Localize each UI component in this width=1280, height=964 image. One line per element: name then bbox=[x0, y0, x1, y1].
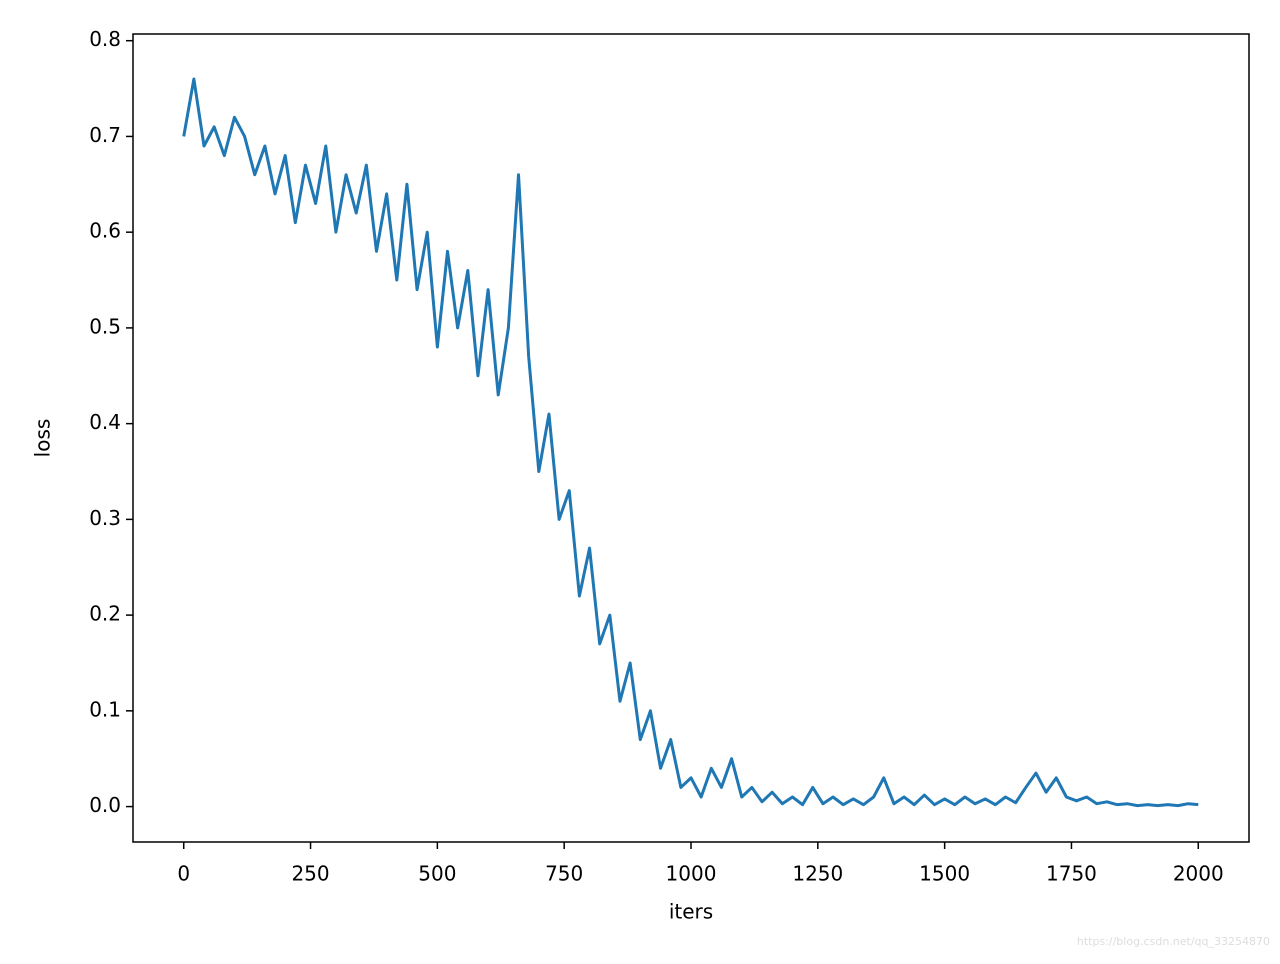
x-tick-label: 2000 bbox=[1173, 862, 1224, 886]
y-tick-label: 0.8 bbox=[89, 27, 121, 51]
y-tick-label: 0.5 bbox=[89, 314, 121, 338]
y-tick-label: 0.2 bbox=[89, 602, 121, 626]
watermark: https://blog.csdn.net/qq_33254870 bbox=[1077, 935, 1270, 948]
x-axis-label: iters bbox=[669, 900, 713, 924]
y-axis-label: loss bbox=[31, 419, 55, 458]
y-tick-label: 0.7 bbox=[89, 123, 121, 147]
y-tick-label: 0.1 bbox=[89, 697, 121, 721]
plot-frame bbox=[132, 33, 1250, 843]
y-tick-label: 0.3 bbox=[89, 506, 121, 530]
x-tick-label: 1500 bbox=[919, 862, 970, 886]
y-tick-label: 0.0 bbox=[89, 793, 121, 817]
loss-line bbox=[182, 77, 1199, 808]
x-tick-label: 500 bbox=[418, 862, 456, 886]
x-tick-label: 1250 bbox=[792, 862, 843, 886]
x-tick-label: 1000 bbox=[666, 862, 717, 886]
x-tick-label: 1750 bbox=[1046, 862, 1097, 886]
x-tick-label: 250 bbox=[291, 862, 329, 886]
x-tick-label: 750 bbox=[545, 862, 583, 886]
y-tick-label: 0.4 bbox=[89, 410, 121, 434]
x-tick-label: 0 bbox=[177, 862, 190, 886]
y-tick-label: 0.6 bbox=[89, 219, 121, 243]
